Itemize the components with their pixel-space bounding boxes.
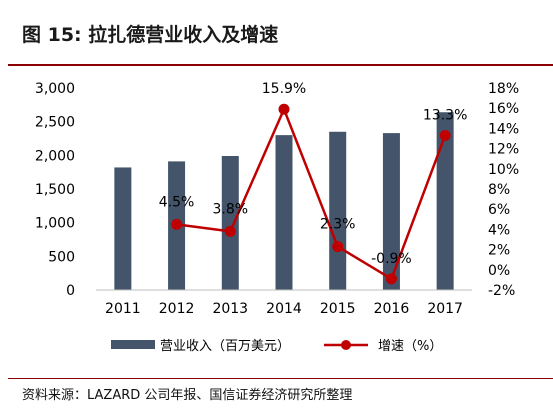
source-divider	[8, 378, 553, 379]
x-axis-tick-label: 2015	[320, 301, 356, 317]
right-axis-tick-label: 12%	[488, 142, 519, 158]
x-axis-tick-label: 2013	[212, 301, 248, 317]
right-axis-tick-label: -2%	[488, 283, 515, 299]
right-axis-tick-label: 18%	[488, 81, 519, 97]
x-axis-tick-label: 2016	[374, 301, 410, 317]
x-axis-tick-label: 2011	[105, 301, 141, 317]
revenue-bar	[436, 112, 454, 291]
growth-data-label: 13.3%	[423, 107, 467, 123]
right-axis-tick-label: 6%	[488, 202, 510, 218]
growth-point	[171, 218, 183, 230]
legend-bar-swatch	[111, 340, 155, 349]
left-axis-tick-label: 1,500	[35, 182, 75, 198]
x-axis-tick-label: 2017	[427, 301, 463, 317]
x-axis-tick-label: 2014	[266, 301, 302, 317]
left-axis-tick-label: 0	[66, 283, 75, 299]
left-axis-tick-label: 500	[48, 249, 75, 265]
source-note: 资料来源：LAZARD 公司年报、国信证券经济研究所整理	[22, 388, 353, 403]
left-axis-tick-label: 2,500	[35, 115, 75, 131]
right-axis-tick-label: 14%	[488, 121, 519, 137]
title-bar: 图 15: 拉扎德营业收入及增速	[0, 0, 553, 66]
left-axis-tick-label: 3,000	[35, 81, 75, 97]
revenue-bar	[275, 135, 293, 290]
revenue-bar	[221, 156, 239, 290]
growth-point	[278, 103, 290, 115]
revenue-bar	[114, 167, 132, 290]
right-axis-tick-label: 4%	[488, 222, 510, 238]
left-axis-tick-label: 2,000	[35, 148, 75, 164]
growth-line	[176, 105, 447, 281]
left-axis-tick-label: 1,000	[35, 216, 75, 232]
legend-bar-label: 营业收入（百万美元）	[160, 339, 290, 354]
growth-data-label: -0.9%	[371, 251, 412, 267]
title-divider	[8, 64, 553, 66]
right-axis-tick-label: 16%	[488, 101, 519, 117]
revenue-bar	[382, 133, 400, 290]
growth-point	[332, 241, 344, 253]
growth-point	[385, 273, 397, 285]
right-axis-tick-label: 8%	[488, 182, 510, 198]
chart: 0 500 1,000 1,500 2,000 2,500 3,000 -2% 0% 2% 4% 6%…	[35, 81, 519, 354]
right-axis-tick-label: 2%	[488, 243, 510, 259]
x-axis-tick-label: 2012	[159, 301, 195, 317]
growth-data-label: 2.3%	[320, 217, 356, 233]
right-axis-tick-label: 10%	[488, 162, 519, 178]
revenue-bar	[329, 131, 347, 290]
right-axis-tick-label: 0%	[488, 263, 510, 279]
growth-data-label: 3.8%	[212, 201, 248, 217]
growth-point	[439, 129, 451, 141]
growth-data-label: 15.9%	[262, 81, 306, 97]
growth-data-label: 4.5%	[159, 194, 195, 210]
legend-line-label: 增速（%）	[378, 339, 442, 354]
legend-line-marker	[341, 340, 351, 350]
page-title: 图 15: 拉扎德营业收入及增速	[22, 24, 279, 46]
growth-point	[224, 225, 236, 237]
